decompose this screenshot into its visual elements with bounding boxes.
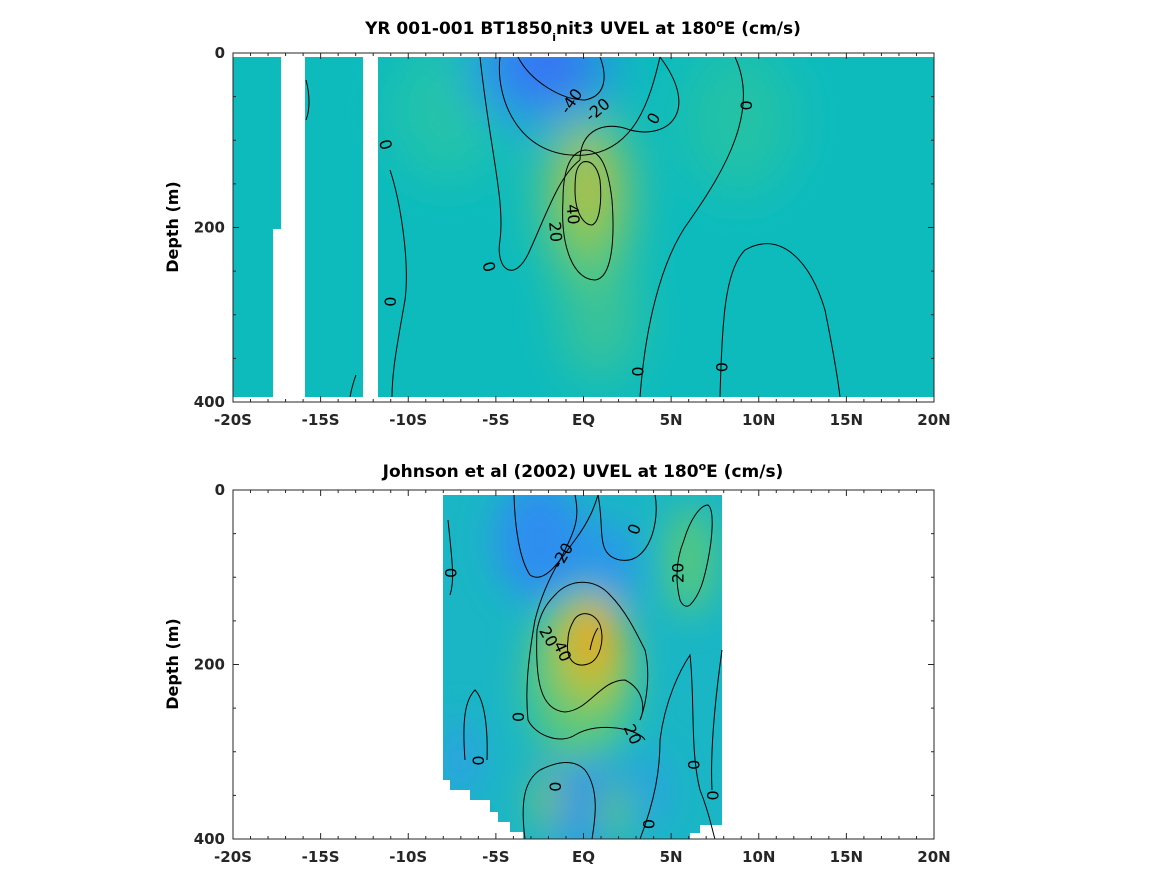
contour-label: 0 — [639, 819, 658, 829]
contour-line-zero — [579, 56, 680, 161]
x-axis: -20S -15S -10S -5S EQ 5N 10N 15N 20N — [214, 53, 951, 429]
x-tick-label: 15N — [830, 848, 863, 866]
contour-line-minus-20 — [513, 494, 599, 578]
x-tick-label: -20S — [214, 411, 252, 429]
contour-label: 20 — [669, 563, 688, 583]
contour-line-20 — [676, 504, 713, 607]
y-tick-label: 0 — [215, 481, 225, 499]
contour-line-zero — [349, 374, 357, 398]
contour-line-minus-40 — [517, 56, 605, 101]
contour-line-zero — [719, 243, 841, 398]
x-tick-label: 20N — [917, 411, 950, 429]
y-tick-label: 0 — [215, 44, 225, 62]
contour-line-20 — [536, 581, 649, 721]
missing-data-region — [363, 57, 378, 397]
x-tick-label: 20N — [917, 848, 950, 866]
contour-label: 0 — [684, 760, 703, 770]
x-tick-label: -5S — [482, 848, 509, 866]
chart-observation-panel: Johnson et al (2002) UVEL at 180oE (cm/s… — [163, 460, 951, 866]
contour-line-zero — [711, 649, 723, 791]
x-tick-label: -15S — [302, 411, 340, 429]
x-tick-label: EQ — [572, 411, 595, 429]
contour-label: 0 — [381, 297, 400, 307]
x-tick-label: -10S — [389, 848, 427, 866]
y-tick-label: 200 — [194, 656, 225, 674]
y-tick-label: 200 — [194, 219, 225, 237]
contour-line-20 — [562, 149, 614, 281]
contour-label: 40 — [563, 203, 584, 225]
heatmap-field — [233, 490, 934, 839]
x-tick-label: -20S — [214, 848, 252, 866]
contour-line-zero — [639, 56, 744, 398]
contour-label: 0 — [375, 137, 396, 152]
contour-label: 0 — [704, 790, 723, 800]
contour-line-zero — [389, 169, 407, 398]
contour-line-minus-20 — [498, 56, 661, 156]
contour-line-40 — [566, 613, 603, 666]
contour-line-zero — [639, 653, 716, 839]
contour-line-40 — [589, 627, 599, 651]
x-tick-label: 5N — [660, 411, 683, 429]
contour-line-40 — [574, 161, 602, 226]
contour-label: 0 — [509, 712, 528, 722]
x-tick-label: -15S — [302, 848, 340, 866]
missing-data-region — [722, 490, 934, 839]
x-tick-label: -10S — [389, 411, 427, 429]
x-tick-label: 15N — [830, 411, 863, 429]
contour-line-zero — [522, 762, 596, 839]
x-axis: -20S -15S -10S -5S EQ 5N 10N 15N 20N — [214, 490, 951, 866]
missing-data-region — [281, 57, 305, 397]
y-tick-label: 400 — [194, 393, 225, 411]
contour-label: 0 — [441, 568, 460, 578]
contour-lines — [447, 494, 723, 839]
contour-line-zero — [447, 519, 454, 596]
contour-label: 0 — [469, 755, 488, 765]
chart-title: Johnson et al (2002) UVEL at 180oE (cm/s… — [382, 460, 784, 482]
contour-line-zero — [526, 494, 646, 741]
contour-line-zero — [479, 56, 581, 271]
contour-label: 0 — [628, 366, 647, 376]
contour-label: 0 — [737, 100, 756, 110]
x-tick-label: EQ — [572, 848, 595, 866]
contour-label: 0 — [712, 362, 731, 372]
y-axis-label: Depth (m) — [163, 181, 182, 273]
missing-data-region — [233, 490, 443, 839]
contour-line-zero — [463, 689, 488, 761]
y-axis-label: Depth (m) — [163, 618, 182, 710]
x-tick-label: 5N — [660, 848, 683, 866]
x-tick-label: -5S — [482, 411, 509, 429]
missing-data-region — [273, 229, 281, 397]
y-tick-label: 400 — [194, 830, 225, 848]
heatmap-surface — [233, 53, 934, 397]
contour-label: 0 — [478, 259, 499, 274]
x-tick-label: 10N — [742, 411, 775, 429]
heatmap-field — [233, 53, 934, 402]
contour-lines — [305, 56, 841, 398]
chart-model-panel: YR 001-001 BT1850init3 UVEL at 180oE (cm… — [163, 17, 951, 429]
chart-title: YR 001-001 BT1850init3 UVEL at 180oE (cm… — [364, 17, 801, 44]
contour-line-zero — [305, 79, 310, 121]
contour-label: 20 — [545, 221, 566, 243]
contour-label: 0 — [546, 782, 565, 792]
x-tick-label: 10N — [742, 848, 775, 866]
contour-line-zero — [597, 494, 657, 561]
